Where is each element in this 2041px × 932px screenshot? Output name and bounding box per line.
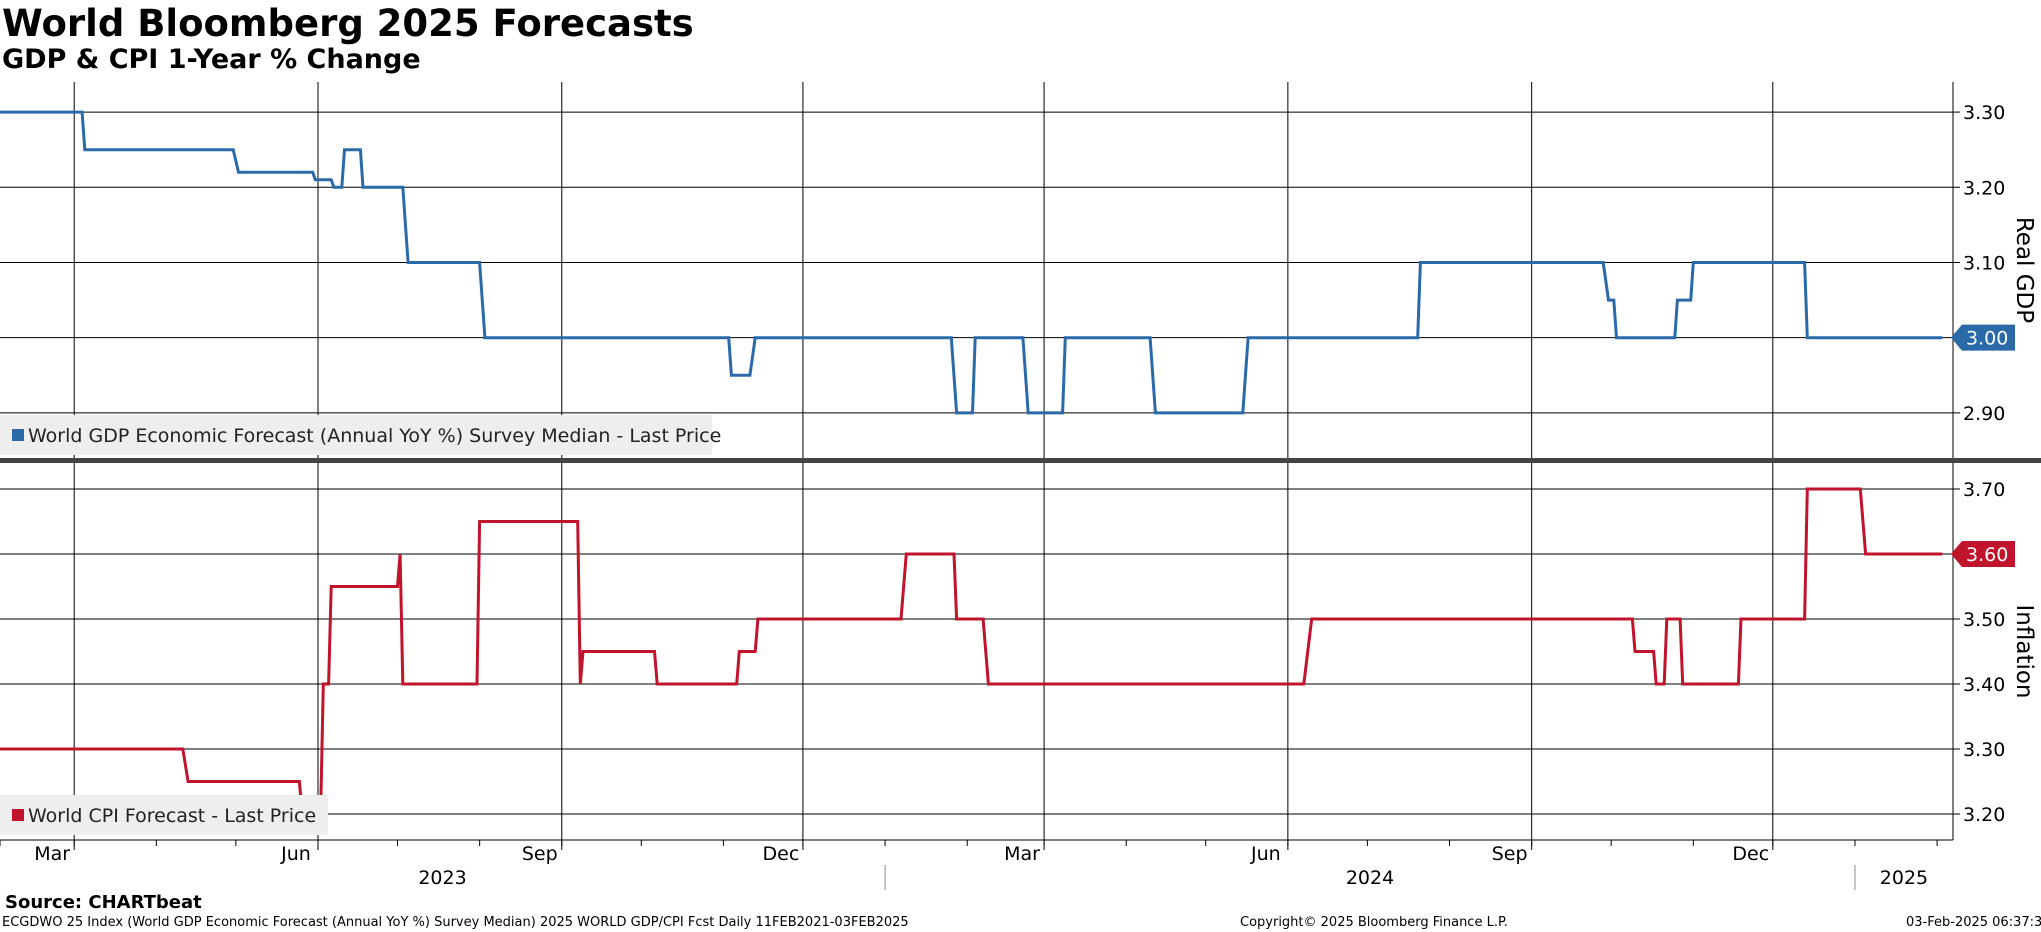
source-label: Source: CHARTbeat: [5, 892, 202, 913]
y-tick-label: 3.30: [1963, 739, 2005, 761]
legend-label-gdp: World GDP Economic Forecast (Annual YoY …: [28, 425, 721, 447]
legend-box: [0, 415, 712, 455]
chart-title: World Bloomberg 2025 Forecasts: [2, 2, 694, 45]
legend-swatch: [12, 429, 24, 441]
x-year-label: 2025: [1880, 867, 1928, 889]
x-tick-label: Jun: [280, 843, 311, 865]
chart-subtitle: GDP & CPI 1-Year % Change: [2, 44, 421, 75]
x-tick-label: Mar: [1004, 843, 1040, 865]
gdp-series-line: [0, 110, 1943, 415]
x-tick-label: Jun: [1250, 843, 1281, 865]
panel-divider: [0, 458, 2041, 463]
x-tick-label: Mar: [34, 843, 70, 865]
x-tick-label: Sep: [1492, 843, 1528, 865]
legend-box: [0, 795, 328, 835]
y-tick-label: 3.30: [1963, 102, 2005, 124]
y-tick-label: 3.70: [1963, 479, 2005, 501]
x-year-label: 2024: [1346, 867, 1394, 889]
copyright-notice: Copyright© 2025 Bloomberg Finance L.P.: [1240, 915, 1508, 930]
x-tick-label: Sep: [522, 843, 558, 865]
x-year-label: 2023: [418, 867, 466, 889]
y-tick-label: 3.40: [1963, 674, 2005, 696]
y-tick-label: 3.50: [1963, 609, 2005, 631]
y-tick-label: 3.20: [1963, 804, 2005, 826]
gdp-last-value-label: 3.00: [1966, 328, 2008, 350]
cpi-series-line: [0, 487, 1943, 816]
timestamp: 03-Feb-2025 06:37:31: [1906, 915, 2041, 930]
series-description: ECGDWO 25 Index (World GDP Economic Fore…: [2, 915, 909, 930]
legend-swatch: [12, 809, 24, 821]
y-axis-label-gdp: Real GDP: [2011, 217, 2037, 323]
x-tick-label: Dec: [1732, 843, 1769, 865]
cpi-last-value-label: 3.60: [1966, 544, 2008, 566]
x-tick-label: Dec: [763, 843, 800, 865]
cpi-last-value-badge: [1951, 541, 2015, 567]
y-tick-label: 3.10: [1963, 252, 2005, 274]
legend-label-cpi: World CPI Forecast - Last Price: [28, 805, 316, 827]
y-tick-label: 2.90: [1963, 403, 2005, 425]
y-axis-label-inflation: Inflation: [2011, 605, 2037, 699]
y-tick-label: 3.20: [1963, 177, 2005, 199]
gdp-last-value-badge: [1951, 324, 2015, 351]
